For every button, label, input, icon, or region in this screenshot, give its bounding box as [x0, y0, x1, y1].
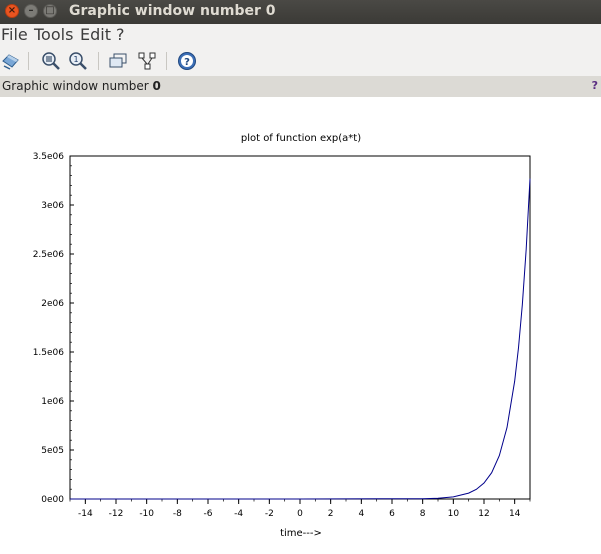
- menu-help[interactable]: ?: [116, 25, 125, 44]
- window-title: Graphic window number 0: [69, 3, 276, 19]
- x-axis-label: time--->: [280, 528, 322, 539]
- x-tick-label: -12: [109, 509, 124, 519]
- toolbar-separator: [98, 52, 99, 70]
- info-bar: Graphic window number 0 ?: [0, 77, 601, 97]
- menu-tools[interactable]: Tools: [34, 25, 74, 44]
- x-tick-label: -4: [234, 509, 243, 519]
- info-bar-text: Graphic window number 0: [2, 79, 161, 93]
- y-tick-label: 1e06: [41, 397, 64, 407]
- toolbar-separator: [166, 52, 167, 70]
- y-tick-label: 3.5e06: [33, 152, 65, 162]
- svg-text:1: 1: [73, 55, 78, 64]
- series-line: [70, 178, 531, 500]
- chart-title: plot of function exp(a*t): [241, 133, 361, 144]
- chart[interactable]: plot of function exp(a*t) 0e00 5e05 1e06 1.…: [0, 98, 601, 550]
- zoom-icon[interactable]: [41, 51, 61, 71]
- y-axis: 0e00 5e05 1e06 1.5e06 2e06 2.5e06 3e06 3.5e06: [33, 152, 74, 505]
- toolbar: 1 ?: [0, 46, 601, 77]
- x-tick-label: -14: [78, 509, 93, 519]
- maximize-window-button[interactable]: □: [43, 4, 57, 18]
- info-bar-number: 0: [152, 79, 161, 93]
- y-tick-label: 1.5e06: [33, 348, 65, 358]
- x-tick-label: 2: [328, 509, 334, 519]
- x-tick-label: 0: [297, 509, 303, 519]
- x-tick-label: 6: [389, 509, 395, 519]
- menu-file[interactable]: File: [1, 25, 28, 44]
- x-tick-label: -8: [173, 509, 182, 519]
- x-tick-label: -10: [139, 509, 154, 519]
- x-tick-label: -2: [265, 509, 274, 519]
- y-tick-label: 0e00: [41, 495, 64, 505]
- x-tick-label: 4: [358, 509, 364, 519]
- series-group: [70, 178, 531, 500]
- x-tick-label: 10: [448, 509, 460, 519]
- y-tick-label: 2e06: [41, 299, 64, 309]
- x-tick-label: -6: [204, 509, 213, 519]
- plot-frame: [69, 155, 531, 500]
- y-tick-label: 3e06: [41, 201, 64, 211]
- minimize-window-button[interactable]: –: [24, 4, 38, 18]
- info-help-button[interactable]: ?: [591, 79, 598, 92]
- window-titlebar: × – □ Graphic window number 0: [0, 0, 601, 24]
- close-window-button[interactable]: ×: [5, 4, 19, 18]
- datatip-edit-icon[interactable]: [137, 51, 157, 71]
- toolbar-separator: [28, 52, 29, 70]
- y-tick-label: 2.5e06: [33, 250, 65, 260]
- datatip-icon[interactable]: [108, 51, 128, 71]
- unzoom-icon[interactable]: 1: [68, 51, 88, 71]
- menu-bar: File Tools Edit ?: [0, 24, 601, 46]
- svg-text:?: ?: [184, 57, 190, 68]
- x-axis: -14 -12 -10 -8 -6 -4 -2 0 2 4 6 8 10 12 14: [69, 499, 531, 519]
- x-tick-label: 14: [509, 509, 521, 519]
- x-tick-label: 8: [420, 509, 426, 519]
- info-bar-prefix: Graphic window number: [2, 79, 153, 93]
- rotate-icon[interactable]: [1, 51, 21, 71]
- y-tick-label: 5e05: [41, 446, 64, 456]
- help-icon[interactable]: ?: [177, 51, 197, 71]
- menu-edit[interactable]: Edit: [80, 25, 111, 44]
- x-tick-label: 12: [478, 509, 489, 519]
- plot-area: plot of function exp(a*t) 0e00 5e05 1e06 1.…: [0, 98, 601, 550]
